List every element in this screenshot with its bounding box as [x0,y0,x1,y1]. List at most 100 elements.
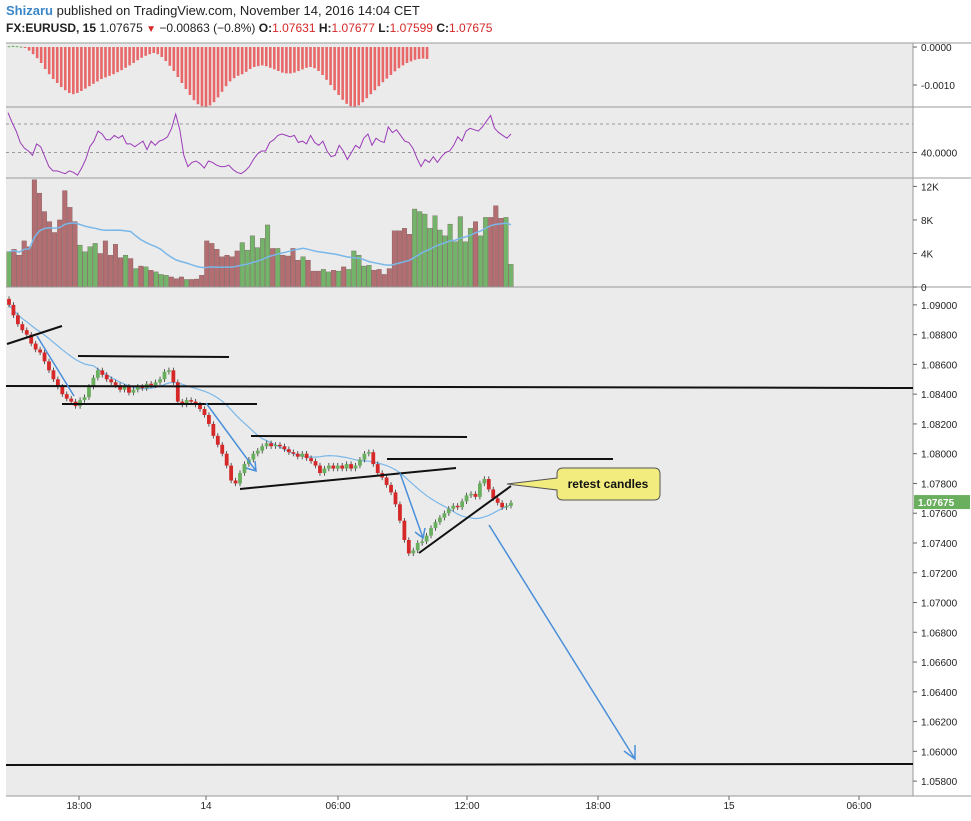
volume-bar [488,217,494,288]
volume-bar [432,215,438,288]
candle-body [207,414,211,424]
candle-body [11,304,16,316]
candle-body [158,379,162,383]
oscillator-bar [160,47,164,57]
candle-body [69,398,74,402]
target-arrow-head [623,745,636,761]
volume-bar [417,211,423,288]
candle-body [446,508,451,514]
oscillator-bar [365,47,369,99]
close-value: 1.07675 [449,21,493,35]
move-arrow-1[interactable] [36,335,75,397]
volume-pane [6,179,514,288]
volume-bar [361,265,367,288]
oscillator-bar [281,47,284,73]
volume-bar [67,207,73,288]
candle-body [149,383,154,386]
oscillator-bar [31,47,35,55]
support-line-upper[interactable] [5,385,914,389]
volume-bar [315,270,321,288]
candle-body [91,377,96,387]
volume-bar [300,256,306,288]
oscillator-bar [156,47,160,55]
oscillator-bar [425,47,429,59]
candle-body [322,468,327,474]
volume-bar [478,235,484,288]
price-tick-label: 1.09000 [921,301,958,312]
oscillator-bar [108,47,111,76]
oscillator-bar [132,47,135,63]
candle-body [384,477,389,485]
move-arrow-2[interactable] [205,402,257,472]
candle-body [51,370,56,380]
candle-body [344,464,349,469]
candle-body [42,352,47,362]
range-top-line-2[interactable] [250,435,468,438]
candle-body [15,315,20,325]
volume-bar [224,254,230,288]
candle-body [366,452,371,454]
oscillator-bar [184,47,188,89]
oscillator-bar [144,47,147,56]
oscillator-bar [68,47,71,93]
oscillator-bar [353,47,357,107]
last-price: 1.07675 [99,21,143,35]
close-label: C: [436,21,449,35]
candle-body [291,452,296,454]
oscillator-bar [39,47,43,63]
volume-bar [143,266,149,288]
volume-bar [493,205,499,288]
oscillator-bar [43,47,47,69]
oscillator-bar [317,47,320,71]
candle-body [300,453,305,457]
price-change: −0.00863 (−0.8%) [159,21,256,35]
callout-bubble[interactable] [506,467,661,501]
candle-body [38,349,42,353]
candle-body [464,495,469,502]
wedge-support-line[interactable] [418,485,512,554]
rising-line-2[interactable] [239,467,457,490]
move-arrow-3[interactable] [399,472,424,539]
volume-bar [26,246,32,288]
volume-bar [52,232,58,288]
candle-body [118,385,122,390]
symbol-info-bar: FX:EURUSD, 15 1.07675 ▼ −0.00863 (−0.8%)… [6,21,492,35]
oscillator-bar [120,47,123,71]
target-support-line[interactable] [5,763,914,766]
volume-bar [331,270,336,288]
candle-body [438,517,442,523]
candle-body [131,389,136,393]
rsi-line [7,112,512,176]
candle-body [127,386,131,393]
oscillator-bar [27,47,31,51]
candle-body [238,473,242,484]
volume-bar [21,240,27,288]
author-name[interactable]: Shizaru [6,3,53,18]
channel-line-1[interactable] [6,325,63,345]
range-top-line-1[interactable] [77,355,230,358]
volume-bar [255,247,260,288]
volume-bar [118,257,124,288]
volume-tick-label: 8K [921,216,934,227]
oscillator-bar [72,47,75,95]
candle-body [104,374,109,380]
volume-bar [133,268,139,288]
oscillator-bar [337,47,340,95]
volume-bar [204,240,210,288]
price-tick-label: 1.07800 [921,479,958,490]
candle-body [420,541,425,543]
candle-body [7,298,11,305]
oscillator-bar [172,47,176,71]
target-projection-arrow[interactable] [488,524,636,760]
candle-body [260,446,265,451]
time-label: 14 [200,801,212,812]
oscillator-bar [196,47,200,105]
oscillator-bar [273,47,276,70]
price-tick-label: 1.08400 [921,390,958,401]
candle-body [340,465,345,469]
oscillator-bar [208,47,212,106]
oscillator-bar [421,47,425,59]
oscillator-bar [51,47,55,79]
oscillator-bar [112,47,115,75]
